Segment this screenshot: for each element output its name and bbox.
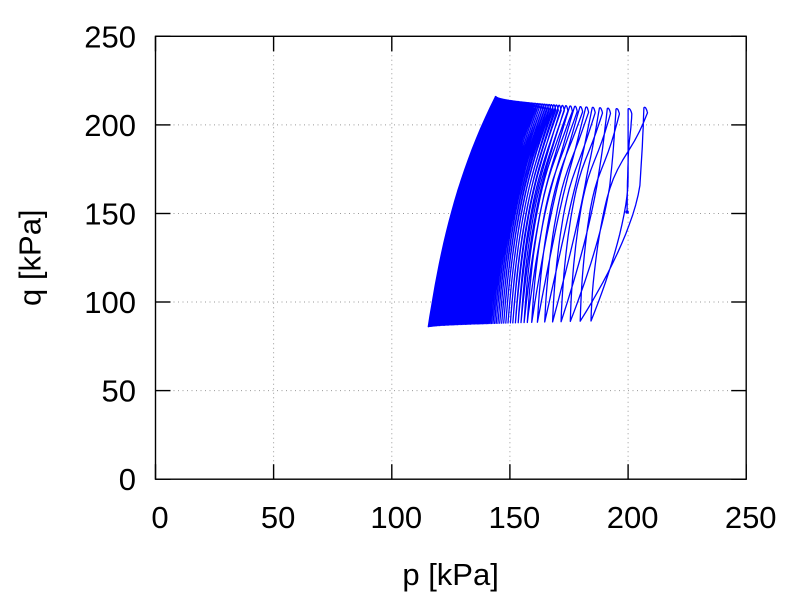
svg-text:100: 100	[84, 285, 136, 320]
svg-text:0: 0	[151, 500, 168, 535]
svg-text:200: 200	[84, 108, 136, 143]
svg-text:250: 250	[725, 500, 777, 535]
svg-text:50: 50	[102, 374, 136, 409]
svg-text:100: 100	[370, 500, 422, 535]
svg-text:0: 0	[119, 462, 136, 497]
svg-text:150: 150	[84, 197, 136, 232]
svg-text:150: 150	[489, 500, 541, 535]
svg-text:q [kPa]: q [kPa]	[13, 209, 48, 306]
svg-text:p [kPa]: p [kPa]	[402, 557, 499, 592]
svg-text:50: 50	[261, 500, 295, 535]
svg-text:250: 250	[84, 19, 136, 54]
svg-text:200: 200	[607, 500, 659, 535]
